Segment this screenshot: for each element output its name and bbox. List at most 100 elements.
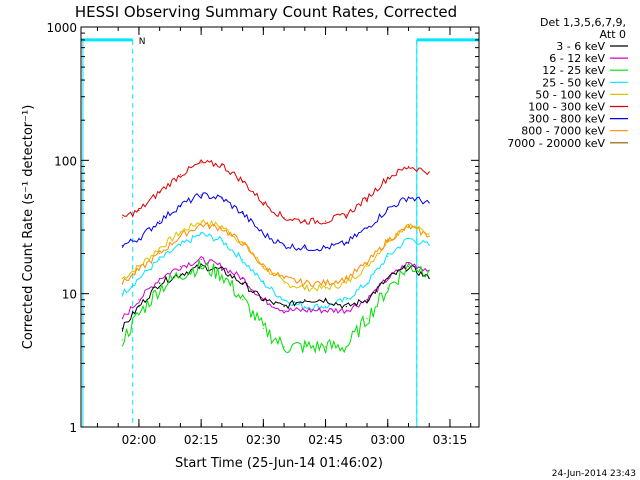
data-point — [159, 282, 161, 284]
data-point — [304, 220, 306, 222]
data-point — [221, 269, 223, 271]
data-point — [324, 247, 327, 249]
data-point — [242, 212, 244, 214]
data-point — [262, 299, 264, 301]
data-point — [366, 282, 368, 284]
series-line — [121, 192, 430, 252]
series-layer — [121, 158, 430, 354]
data-point — [345, 346, 347, 348]
data-point — [221, 197, 223, 199]
x-tick-label: 02:45 — [308, 433, 343, 447]
data-point — [121, 282, 123, 284]
data-point — [200, 194, 202, 196]
data-point — [324, 287, 327, 289]
legend-label: 12 - 25 keV — [542, 64, 605, 77]
data-point — [221, 273, 223, 275]
data-point — [138, 277, 140, 280]
data-point — [345, 214, 347, 216]
data-point — [304, 247, 306, 249]
data-point — [324, 346, 327, 348]
data-point — [179, 174, 181, 176]
y-axis-ticks: 1 10 100 1000 — [46, 21, 479, 435]
legend-label: 300 - 800 keV — [528, 113, 605, 126]
data-point — [283, 309, 285, 311]
data-point — [407, 225, 410, 227]
data-point — [283, 277, 285, 280]
legend-header-line-1: Det 1,3,5,6,7,9, — [540, 16, 626, 29]
data-point — [121, 217, 123, 219]
data-point — [304, 299, 306, 301]
data-point — [366, 262, 368, 264]
series-line — [121, 231, 430, 311]
data-point — [324, 309, 327, 311]
data-point — [262, 282, 264, 284]
data-point — [221, 240, 223, 242]
data-point — [138, 313, 140, 315]
series-2 — [121, 259, 430, 354]
data-point — [179, 265, 181, 268]
data-point — [121, 327, 123, 329]
data-point — [366, 197, 368, 199]
x-tick-label: 02:00 — [122, 433, 157, 447]
legend-label: 3 - 6 keV — [556, 40, 605, 53]
x-axis-label: Start Time (25-Jun-14 01:46:02) — [175, 456, 383, 471]
data-point — [159, 191, 161, 193]
data-point — [428, 233, 430, 235]
data-point — [345, 309, 347, 311]
series-7 — [121, 221, 430, 287]
data-point — [428, 235, 430, 237]
data-point — [138, 299, 140, 301]
data-point — [221, 164, 223, 166]
legend-label: 100 - 300 keV — [528, 101, 605, 114]
y-tick-label: 1 — [69, 421, 77, 435]
data-point — [387, 240, 389, 242]
data-point — [283, 244, 285, 247]
data-point — [159, 287, 161, 289]
data-point — [200, 220, 202, 222]
data-point — [121, 318, 123, 320]
legend-label: 50 - 100 keV — [535, 88, 605, 101]
data-point — [159, 252, 161, 255]
data-point — [387, 287, 389, 289]
series-6 — [121, 192, 430, 252]
legend-label: 7000 - 20000 keV — [507, 137, 605, 150]
data-point — [345, 305, 347, 308]
x-tick-label: 03:00 — [370, 433, 405, 447]
data-point — [304, 282, 306, 284]
data-point — [366, 318, 368, 320]
data-point — [262, 265, 264, 268]
series-line — [121, 255, 430, 320]
data-point — [179, 235, 181, 237]
chart-title: HESSI Observing Summary Count Rates, Cor… — [75, 3, 457, 21]
series-line — [121, 263, 430, 332]
data-point — [138, 269, 140, 271]
night-flag-layer: N — [81, 37, 479, 427]
data-point — [262, 233, 264, 235]
series-5 — [121, 158, 430, 225]
series-line — [121, 218, 430, 293]
data-point — [407, 265, 410, 268]
data-point — [366, 299, 368, 301]
data-point — [242, 282, 244, 284]
data-point — [366, 265, 368, 268]
data-point — [200, 223, 202, 226]
series-line — [121, 221, 430, 287]
data-point — [428, 269, 430, 271]
data-point — [242, 259, 244, 261]
data-point — [200, 233, 202, 235]
data-point — [159, 277, 161, 280]
night-flag-label: N — [139, 37, 146, 47]
x-tick-label: 02:15 — [184, 433, 219, 447]
data-point — [200, 162, 202, 164]
data-point — [138, 237, 140, 239]
data-point — [407, 237, 410, 239]
data-point — [283, 346, 285, 348]
data-point — [138, 265, 140, 268]
plot-frame — [80, 26, 480, 428]
data-point — [345, 282, 347, 284]
data-point — [121, 339, 123, 341]
